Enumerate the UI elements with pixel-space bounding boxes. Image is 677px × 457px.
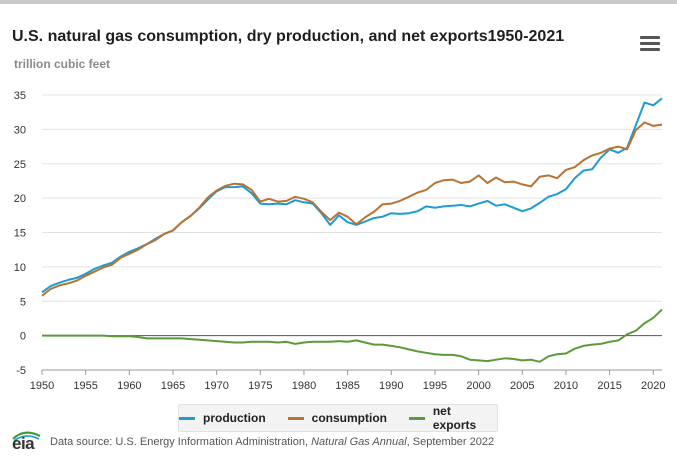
legend: production consumption net exports — [178, 404, 498, 432]
chart-title: U.S. natural gas consumption, dry produc… — [12, 28, 565, 45]
legend-label-production: production — [203, 411, 266, 425]
eia-logo-arc-icon — [12, 431, 41, 442]
x-tick-label: 1965 — [161, 380, 185, 392]
line-chart: -5 0 5 10 15 20 25 30 35 1950 1955 1960 1965 1970 197… — [14, 90, 666, 392]
series-line-consumption[interactable] — [41, 121, 663, 297]
y-tick-label: -5 — [16, 365, 26, 377]
source-publication: Natural Gas Annual — [311, 436, 407, 448]
legend-swatch-net-exports — [408, 416, 425, 420]
series-line-net-exports[interactable] — [42, 308, 663, 363]
x-axis: 1950 1955 1960 1965 1970 1975 1980 1985 1990 1995… — [30, 369, 666, 392]
legend-swatch-production — [179, 416, 195, 420]
gridlines — [42, 94, 662, 371]
y-tick-label: 30 — [14, 124, 26, 136]
x-tick-label: 1970 — [204, 380, 228, 392]
x-tick-label: 1950 — [30, 380, 54, 392]
menu-bar — [640, 42, 660, 45]
legend-item-production[interactable]: production — [179, 411, 266, 425]
legend-item-net-exports[interactable]: net exports — [408, 404, 497, 432]
series-lines — [41, 97, 663, 363]
x-tick-label: 1980 — [292, 380, 316, 392]
y-tick-label: 25 — [14, 159, 26, 171]
x-tick-label: 2010 — [554, 380, 578, 392]
x-tick-label: 2020 — [641, 380, 665, 392]
x-tick-label: 2015 — [597, 380, 621, 392]
hamburger-menu-icon[interactable] — [640, 36, 660, 52]
x-tick-label: 2005 — [510, 380, 534, 392]
legend-swatch-consumption — [287, 416, 304, 420]
footer: eia Data source: U.S. Energy Information… — [10, 430, 494, 454]
x-tick-label: 1995 — [423, 380, 447, 392]
y-tick-label: 10 — [14, 262, 26, 274]
x-tick-label: 1955 — [73, 380, 97, 392]
source-suffix: , September 2022 — [406, 436, 495, 448]
x-tick-label: 1985 — [335, 380, 359, 392]
x-tick-label: 1960 — [117, 380, 141, 392]
y-tick-label: 15 — [14, 228, 26, 240]
menu-bar — [640, 48, 660, 51]
top-border — [0, 0, 677, 4]
legend-label-net-exports: net exports — [432, 404, 477, 432]
source-prefix: Data source: U.S. Energy Information Adm… — [50, 436, 309, 448]
x-tick-label: 1990 — [379, 380, 403, 392]
legend-item-consumption[interactable]: consumption — [287, 411, 387, 425]
legend-label-consumption: consumption — [311, 411, 387, 425]
y-tick-label: 20 — [14, 193, 26, 205]
x-tick-label: 2000 — [466, 380, 490, 392]
y-tick-label: 5 — [20, 296, 26, 308]
menu-bar — [640, 36, 660, 39]
y-axis-unit-label: trillion cubic feet — [14, 57, 111, 71]
eia-logo-text: eia — [12, 434, 35, 453]
x-tick-label: 1975 — [248, 380, 272, 392]
eia-logo[interactable]: eia — [10, 430, 44, 454]
y-tick-label: 35 — [14, 90, 26, 102]
y-tick-label: 0 — [20, 331, 26, 343]
y-axis-ticks: -5 0 5 10 15 20 25 30 35 — [14, 90, 26, 377]
series-line-production[interactable] — [41, 97, 663, 294]
